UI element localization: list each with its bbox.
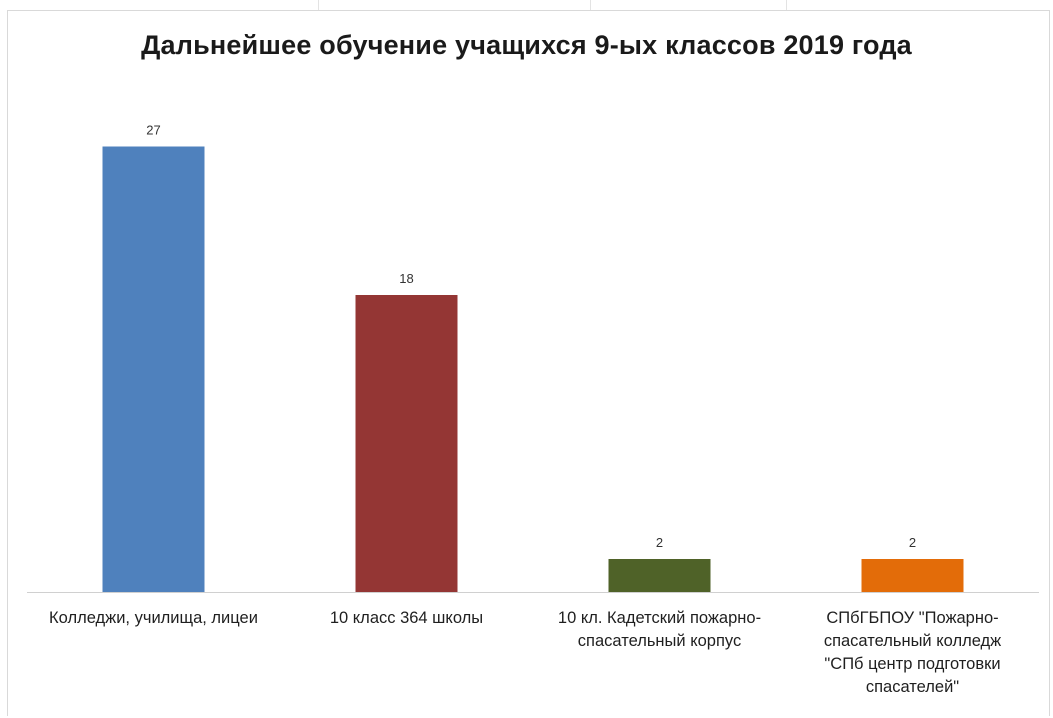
sheet-column-divider: [318, 0, 319, 10]
data-label: 18: [399, 271, 413, 286]
data-label: 27: [146, 123, 160, 138]
bar: [355, 295, 458, 592]
category-label: 10 класс 364 школы: [282, 607, 532, 630]
category-label-line: спасательный корпус: [577, 632, 742, 650]
category-label-line: "СПб центр подготовки: [824, 655, 1001, 673]
category-label-line: 10 класс 364 школы: [329, 609, 484, 627]
category-label-line: спасателей": [865, 678, 960, 696]
category-label: 10 кл. Кадетский пожарно-спасательный ко…: [535, 607, 785, 653]
data-label: 2: [656, 535, 663, 550]
category-label-line: спасательный колледж: [823, 632, 1002, 650]
bar: [861, 559, 964, 592]
chart-title: Дальнейшее обучение учащихся 9-ых классо…: [141, 30, 912, 60]
category-label-line: Колледжи, училища, лицеи: [49, 609, 258, 627]
sheet-column-divider: [786, 0, 787, 10]
bar: [102, 146, 205, 592]
sheet-column-divider: [590, 0, 591, 10]
bar: [608, 559, 711, 592]
category-label: СПбГБПОУ "Пожарно-спасательный колледж "С…: [788, 607, 1038, 699]
category-label: Колледжи, училища, лицеи: [29, 607, 279, 630]
category-label-line: СПбГБПОУ "Пожарно-: [826, 609, 999, 627]
category-label-line: 10 кл. Кадетский пожарно-: [557, 609, 762, 627]
data-label: 2: [909, 535, 916, 550]
